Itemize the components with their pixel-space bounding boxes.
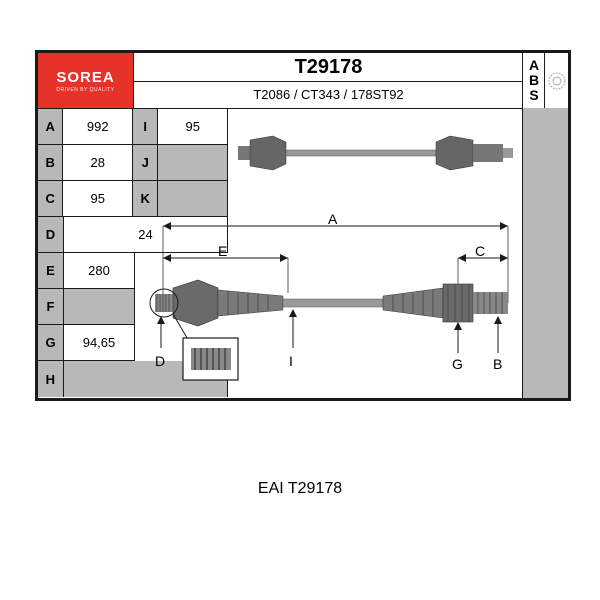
dim-I: I [289,353,293,369]
brand-tagline: DRIVEN BY QUALITY [56,87,114,93]
caption-brand: EAI [258,480,284,497]
table-row: B 28 J [38,145,228,181]
abs-column: A B S [522,53,568,398]
table-row: A 992 I 95 [38,109,228,145]
dim-C: C [475,243,485,259]
axle-diagram-simple [238,118,513,188]
brand-logo-box: SOREA DRIVEN BY QUALITY [38,53,133,108]
abs-label: A B S [523,53,545,109]
dim-E: E [218,243,227,259]
cross-reference: T2086 / CT343 / 178ST92 [133,81,523,109]
spec-card: SOREA DRIVEN BY QUALITY T29178 T2086 / C… [35,50,571,401]
brand-name: SOREA [56,69,114,86]
axle-diagram-dimensioned: A E C D I G B [143,208,518,388]
caption: EAI T29178 [0,480,600,498]
dim-A: A [328,211,337,227]
dim-B: B [493,356,502,372]
dim-D: D [155,353,165,369]
dim-G: G [452,356,463,372]
caption-code: T29178 [288,480,342,497]
abs-ring-icon [544,53,568,109]
part-number-title: T29178 [133,53,523,82]
